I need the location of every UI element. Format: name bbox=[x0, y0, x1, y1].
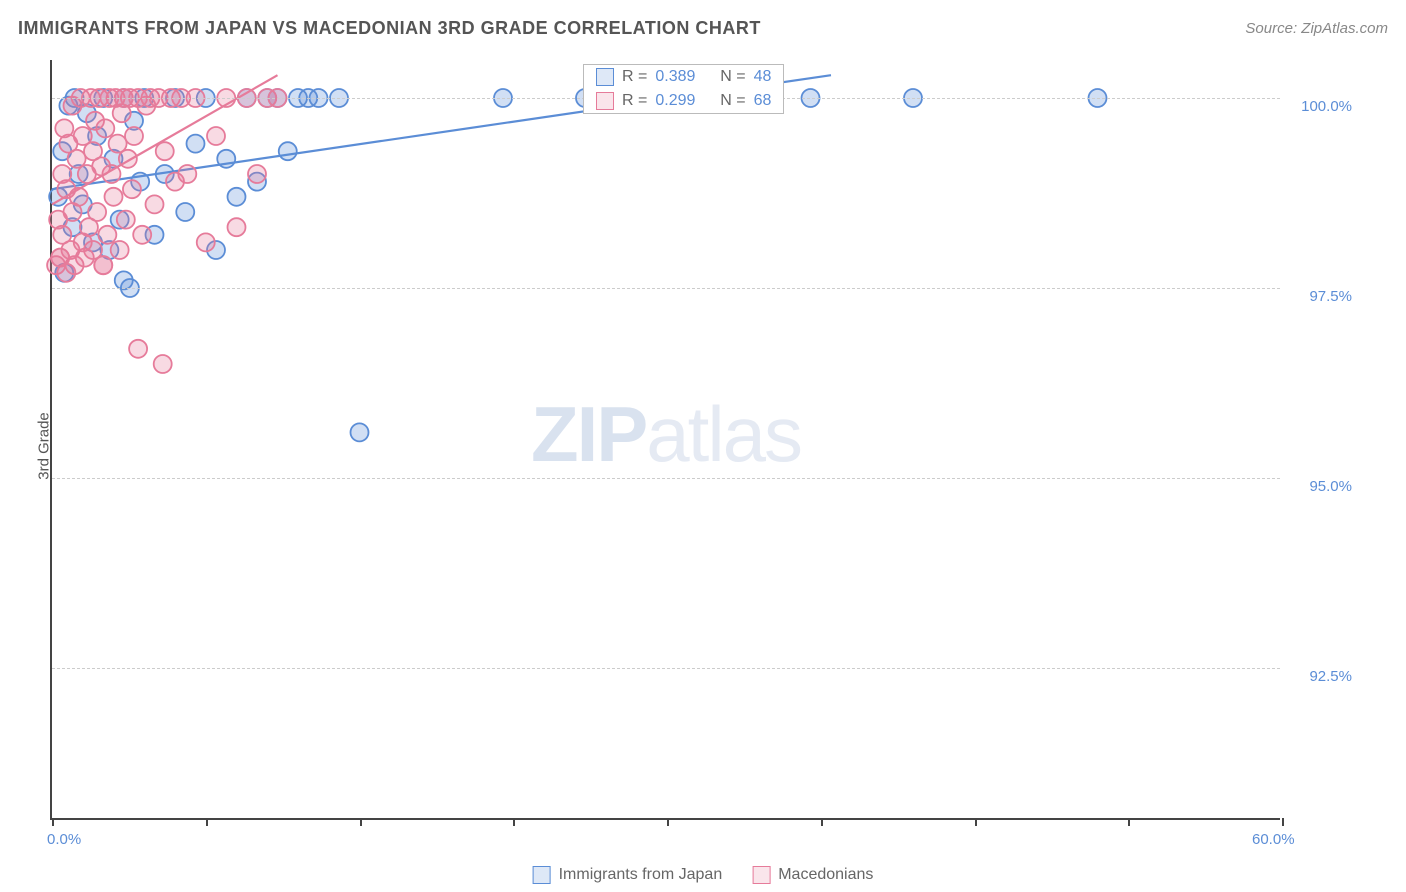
n-value: 68 bbox=[754, 92, 772, 110]
data-point bbox=[123, 180, 141, 198]
gridline-h bbox=[52, 478, 1280, 479]
legend-swatch bbox=[752, 866, 770, 884]
y-tick-label: 97.5% bbox=[1309, 288, 1352, 305]
header-bar: IMMIGRANTS FROM JAPAN VS MACEDONIAN 3RD … bbox=[18, 18, 1388, 39]
data-point bbox=[133, 226, 151, 244]
gridline-h bbox=[52, 288, 1280, 289]
r-label: R = bbox=[622, 68, 647, 86]
legend-label: Macedonians bbox=[778, 866, 873, 884]
correlation-legend-row: R = 0.299 N = 68 bbox=[584, 89, 783, 113]
data-point bbox=[187, 135, 205, 153]
x-tick-label: 60.0% bbox=[1252, 831, 1295, 848]
data-point bbox=[228, 188, 246, 206]
data-point bbox=[51, 249, 69, 267]
scatter-plot-svg bbox=[52, 60, 1280, 818]
data-point bbox=[88, 203, 106, 221]
x-tick bbox=[360, 818, 362, 826]
data-point bbox=[197, 233, 215, 251]
data-point bbox=[154, 355, 172, 373]
x-tick bbox=[52, 818, 54, 826]
data-point bbox=[176, 203, 194, 221]
data-point bbox=[129, 340, 147, 358]
data-point bbox=[279, 142, 297, 160]
source-attribution: Source: ZipAtlas.com bbox=[1245, 20, 1388, 37]
data-point bbox=[117, 211, 135, 229]
data-point bbox=[94, 256, 112, 274]
data-point bbox=[105, 188, 123, 206]
legend-label: Immigrants from Japan bbox=[559, 866, 723, 884]
r-value: 0.299 bbox=[655, 92, 695, 110]
data-point bbox=[111, 241, 129, 259]
y-tick-label: 92.5% bbox=[1309, 668, 1352, 685]
legend-bottom: Immigrants from Japan Macedonians bbox=[533, 866, 874, 884]
plot-area: ZIPatlas 92.5%95.0%97.5%100.0%0.0%60.0% bbox=[50, 60, 1280, 820]
y-tick-label: 100.0% bbox=[1301, 98, 1352, 115]
data-point bbox=[146, 195, 164, 213]
data-point bbox=[207, 127, 225, 145]
data-point bbox=[70, 188, 88, 206]
chart-title: IMMIGRANTS FROM JAPAN VS MACEDONIAN 3RD … bbox=[18, 18, 761, 39]
x-tick bbox=[513, 818, 515, 826]
correlation-legend-row: R = 0.389 N = 48 bbox=[584, 65, 783, 89]
x-tick bbox=[1128, 818, 1130, 826]
data-point bbox=[178, 165, 196, 183]
n-value: 48 bbox=[754, 68, 772, 86]
data-point bbox=[125, 127, 143, 145]
legend-swatch bbox=[596, 68, 614, 86]
legend-swatch bbox=[596, 92, 614, 110]
legend-item: Macedonians bbox=[752, 866, 873, 884]
x-tick bbox=[821, 818, 823, 826]
legend-item: Immigrants from Japan bbox=[533, 866, 723, 884]
x-tick bbox=[1282, 818, 1284, 826]
y-tick-label: 95.0% bbox=[1309, 478, 1352, 495]
data-point bbox=[98, 226, 116, 244]
r-label: R = bbox=[622, 92, 647, 110]
x-tick bbox=[206, 818, 208, 826]
n-label: N = bbox=[720, 68, 745, 86]
x-tick bbox=[975, 818, 977, 826]
x-tick bbox=[667, 818, 669, 826]
data-point bbox=[115, 271, 133, 289]
r-value: 0.389 bbox=[655, 68, 695, 86]
data-point bbox=[248, 165, 266, 183]
x-tick-label: 0.0% bbox=[47, 831, 81, 848]
gridline-h bbox=[52, 668, 1280, 669]
n-label: N = bbox=[720, 92, 745, 110]
legend-swatch bbox=[533, 866, 551, 884]
data-point bbox=[156, 142, 174, 160]
data-point bbox=[96, 119, 114, 137]
data-point bbox=[351, 423, 369, 441]
correlation-legend: R = 0.389 N = 48R = 0.299 N = 68 bbox=[583, 64, 784, 114]
data-point bbox=[228, 218, 246, 236]
